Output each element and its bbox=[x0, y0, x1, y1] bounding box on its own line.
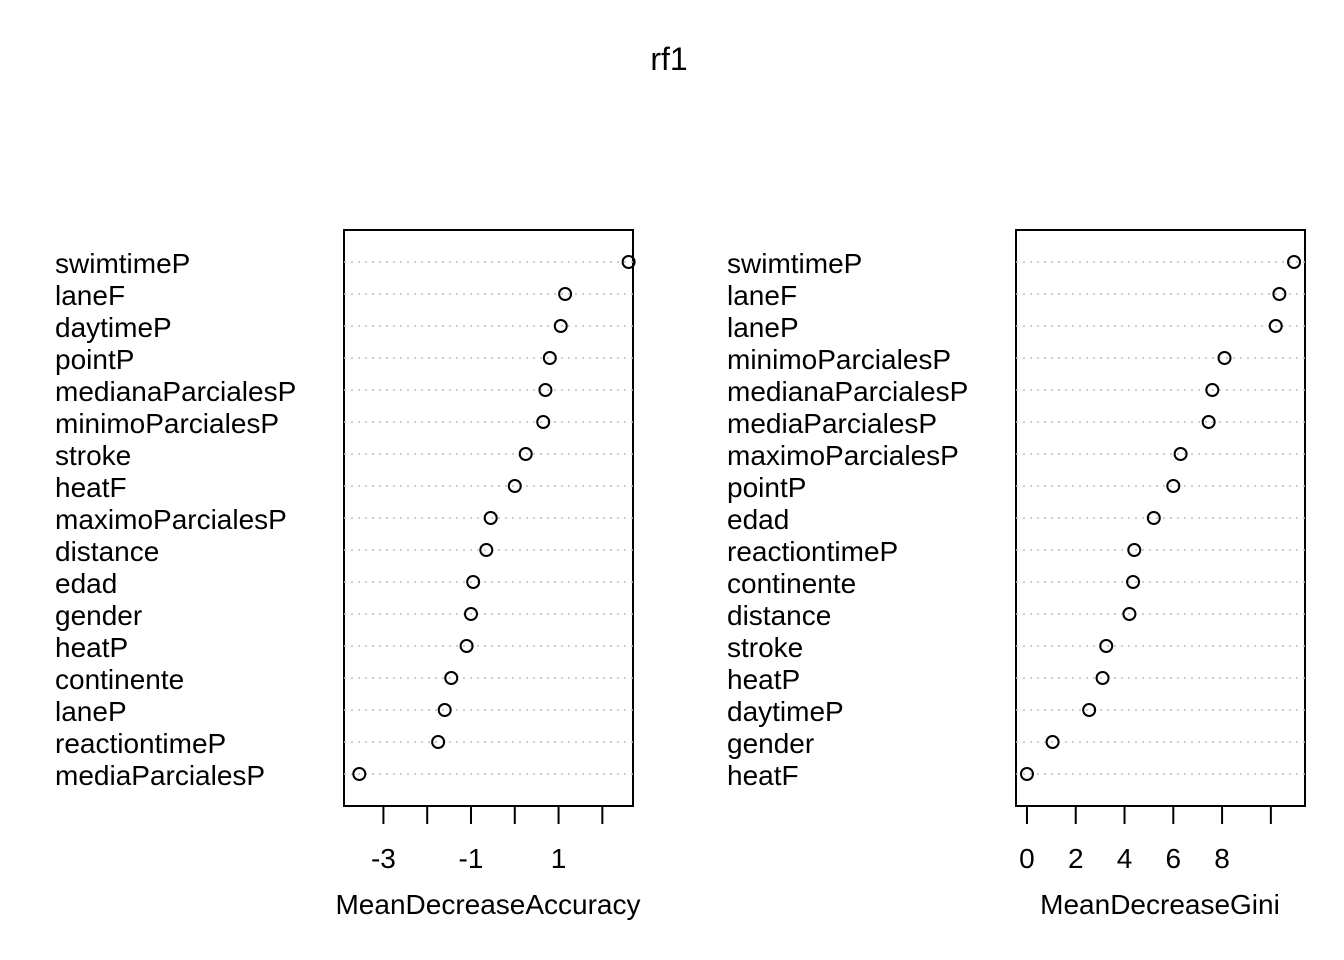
data-point bbox=[1095, 671, 1110, 685]
data-point bbox=[1126, 575, 1141, 589]
data-point bbox=[444, 671, 459, 685]
data-point bbox=[431, 735, 446, 749]
data-point bbox=[437, 703, 452, 717]
category-label: maximoParcialesP bbox=[727, 440, 959, 471]
data-point bbox=[479, 543, 494, 557]
category-label: medianaParcialesP bbox=[55, 376, 296, 407]
category-label: swimtimeP bbox=[55, 248, 190, 279]
data-point bbox=[1205, 383, 1220, 397]
data-point bbox=[542, 351, 557, 365]
category-label: heatF bbox=[55, 472, 127, 503]
data-point bbox=[1099, 639, 1114, 653]
data-point bbox=[1272, 287, 1287, 301]
data-point bbox=[536, 415, 551, 429]
data-point bbox=[463, 607, 478, 621]
category-label: daytimeP bbox=[55, 312, 172, 343]
data-point bbox=[352, 767, 367, 781]
category-label: heatP bbox=[55, 632, 128, 663]
data-point bbox=[1217, 351, 1232, 365]
x-axis-label: MeanDecreaseGini bbox=[1040, 889, 1280, 920]
category-label: distance bbox=[55, 536, 159, 567]
data-point bbox=[1019, 767, 1034, 781]
data-point bbox=[507, 479, 522, 493]
data-point bbox=[1166, 479, 1181, 493]
x-tick-label: -3 bbox=[371, 843, 396, 874]
data-point bbox=[1287, 255, 1302, 269]
x-tick-label: 0 bbox=[1019, 843, 1035, 874]
data-point bbox=[518, 447, 533, 461]
data-point bbox=[1268, 319, 1283, 333]
x-tick-label: 8 bbox=[1214, 843, 1230, 874]
data-point bbox=[1146, 511, 1161, 525]
panel-mean-decrease-gini: swimtimePlaneFlanePminimoParcialesPmedia… bbox=[727, 229, 1306, 920]
category-label: pointP bbox=[55, 344, 134, 375]
category-label: gender bbox=[727, 728, 814, 759]
data-point bbox=[553, 319, 568, 333]
x-axis-label: MeanDecreaseAccuracy bbox=[335, 889, 640, 920]
data-point bbox=[1122, 607, 1137, 621]
data-point bbox=[538, 383, 553, 397]
category-label: minimoParcialesP bbox=[727, 344, 951, 375]
data-point bbox=[483, 511, 498, 525]
category-label: maximoParcialesP bbox=[55, 504, 287, 535]
x-tick-label: -1 bbox=[459, 843, 484, 874]
category-label: stroke bbox=[55, 440, 131, 471]
category-label: heatP bbox=[727, 664, 800, 695]
category-label: gender bbox=[55, 600, 142, 631]
category-label: heatF bbox=[727, 760, 799, 791]
category-label: mediaParcialesP bbox=[55, 760, 265, 791]
category-label: laneF bbox=[727, 280, 797, 311]
category-label: laneP bbox=[55, 696, 127, 727]
category-label: continente bbox=[55, 664, 184, 695]
category-label: reactiontimeP bbox=[55, 728, 226, 759]
category-label: stroke bbox=[727, 632, 803, 663]
category-label: swimtimeP bbox=[727, 248, 862, 279]
category-label: continente bbox=[727, 568, 856, 599]
x-tick-label: 1 bbox=[551, 843, 567, 874]
data-point bbox=[558, 287, 573, 301]
data-point bbox=[1127, 543, 1142, 557]
category-label: laneF bbox=[55, 280, 125, 311]
data-point bbox=[1173, 447, 1188, 461]
category-label: pointP bbox=[727, 472, 806, 503]
category-label: mediaParcialesP bbox=[727, 408, 937, 439]
x-tick-label: 6 bbox=[1166, 843, 1182, 874]
category-label: minimoParcialesP bbox=[55, 408, 279, 439]
data-point bbox=[459, 639, 474, 653]
chart-title: rf1 bbox=[650, 41, 687, 77]
category-label: laneP bbox=[727, 312, 799, 343]
category-label: distance bbox=[727, 600, 831, 631]
data-point bbox=[1045, 735, 1060, 749]
x-tick-label: 2 bbox=[1068, 843, 1084, 874]
category-label: medianaParcialesP bbox=[727, 376, 968, 407]
category-label: daytimeP bbox=[727, 696, 844, 727]
category-label: edad bbox=[727, 504, 789, 535]
category-label: edad bbox=[55, 568, 117, 599]
category-label: reactiontimeP bbox=[727, 536, 898, 567]
panel-mean-decrease-accuracy: swimtimePlaneFdaytimePpointPmedianaParci… bbox=[55, 229, 641, 920]
x-tick-label: 4 bbox=[1117, 843, 1133, 874]
data-point bbox=[1082, 703, 1097, 717]
data-point bbox=[466, 575, 481, 589]
data-point bbox=[621, 255, 636, 269]
data-point bbox=[1201, 415, 1216, 429]
